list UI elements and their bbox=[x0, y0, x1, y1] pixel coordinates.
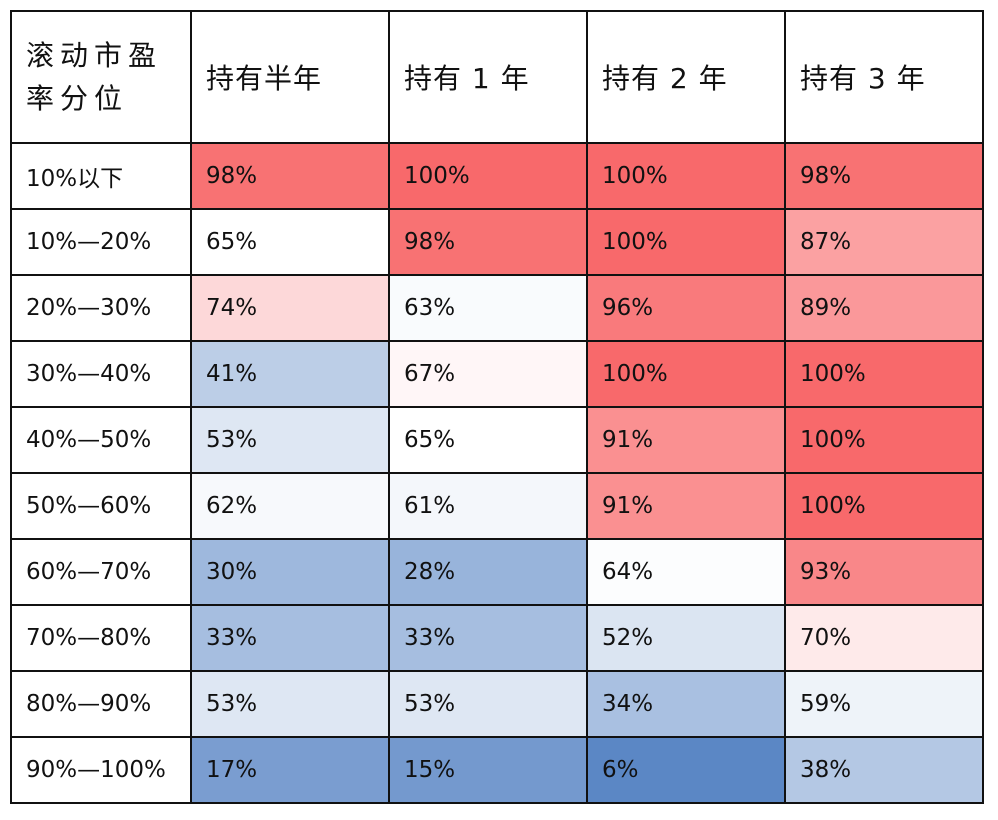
heatmap-cell: 61% bbox=[388, 472, 588, 540]
table-row: 40%—50% 53% 65% 91% 100% bbox=[10, 406, 984, 474]
heatmap-cell: 65% bbox=[388, 406, 588, 474]
heatmap-cell: 33% bbox=[388, 604, 588, 672]
column-header: 持有 2 年 bbox=[586, 10, 786, 144]
row-header: 70%—80% bbox=[10, 604, 192, 672]
table-row: 20%—30% 74% 63% 96% 89% bbox=[10, 274, 984, 342]
heatmap-cell: 53% bbox=[388, 670, 588, 738]
table-row: 90%—100% 17% 15% 6% 38% bbox=[10, 736, 984, 804]
heatmap-cell: 100% bbox=[784, 472, 984, 540]
heatmap-cell: 64% bbox=[586, 538, 786, 606]
heatmap-cell: 65% bbox=[190, 208, 390, 276]
heatmap-cell: 89% bbox=[784, 274, 984, 342]
heatmap-cell: 52% bbox=[586, 604, 786, 672]
table-row: 80%—90% 53% 53% 34% 59% bbox=[10, 670, 984, 738]
column-header: 持有 3 年 bbox=[784, 10, 984, 144]
heatmap-cell: 98% bbox=[784, 142, 984, 210]
heatmap-cell: 93% bbox=[784, 538, 984, 606]
heatmap-cell: 91% bbox=[586, 472, 786, 540]
heatmap-table: 滚动市盈率分位 持有半年 持有 1 年 持有 2 年 持有 3 年 10%以下 9… bbox=[10, 10, 984, 804]
table-row: 60%—70% 30% 28% 64% 93% bbox=[10, 538, 984, 606]
heatmap-cell: 98% bbox=[190, 142, 390, 210]
heatmap-cell: 100% bbox=[784, 406, 984, 474]
row-header: 20%—30% bbox=[10, 274, 192, 342]
row-header: 40%—50% bbox=[10, 406, 192, 474]
heatmap-cell: 17% bbox=[190, 736, 390, 804]
row-header: 30%—40% bbox=[10, 340, 192, 408]
table-row: 10%—20% 65% 98% 100% 87% bbox=[10, 208, 984, 276]
table-row: 30%—40% 41% 67% 100% 100% bbox=[10, 340, 984, 408]
table-row: 70%—80% 33% 33% 52% 70% bbox=[10, 604, 984, 672]
heatmap-body: 10%以下 98% 100% 100% 98% 10%—20% 65% 98% 100% 87% 2… bbox=[10, 142, 984, 804]
column-header: 持有半年 bbox=[190, 10, 390, 144]
heatmap-cell: 98% bbox=[388, 208, 588, 276]
heatmap-cell: 59% bbox=[784, 670, 984, 738]
row-header: 50%—60% bbox=[10, 472, 192, 540]
heatmap-cell: 41% bbox=[190, 340, 390, 408]
row-header: 10%—20% bbox=[10, 208, 192, 276]
heatmap-cell: 96% bbox=[586, 274, 786, 342]
heatmap-cell: 100% bbox=[586, 142, 786, 210]
heatmap-cell: 38% bbox=[784, 736, 984, 804]
heatmap-cell: 70% bbox=[784, 604, 984, 672]
heatmap-cell: 30% bbox=[190, 538, 390, 606]
heatmap-cell: 100% bbox=[388, 142, 588, 210]
heatmap-cell: 67% bbox=[388, 340, 588, 408]
corner-header: 滚动市盈率分位 bbox=[10, 10, 192, 144]
table-row: 50%—60% 62% 61% 91% 100% bbox=[10, 472, 984, 540]
heatmap-cell: 6% bbox=[586, 736, 786, 804]
row-header: 90%—100% bbox=[10, 736, 192, 804]
heatmap-cell: 100% bbox=[586, 208, 786, 276]
header-row: 滚动市盈率分位 持有半年 持有 1 年 持有 2 年 持有 3 年 bbox=[10, 10, 984, 144]
heatmap-cell: 100% bbox=[784, 340, 984, 408]
heatmap-cell: 28% bbox=[388, 538, 588, 606]
column-header: 持有 1 年 bbox=[388, 10, 588, 144]
row-header: 10%以下 bbox=[10, 142, 192, 210]
row-header: 80%—90% bbox=[10, 670, 192, 738]
table-row: 10%以下 98% 100% 100% 98% bbox=[10, 142, 984, 210]
heatmap-cell: 63% bbox=[388, 274, 588, 342]
heatmap-cell: 91% bbox=[586, 406, 786, 474]
heatmap-cell: 87% bbox=[784, 208, 984, 276]
heatmap-cell: 62% bbox=[190, 472, 390, 540]
heatmap-cell: 34% bbox=[586, 670, 786, 738]
heatmap-cell: 53% bbox=[190, 670, 390, 738]
heatmap-cell: 74% bbox=[190, 274, 390, 342]
heatmap-cell: 100% bbox=[586, 340, 786, 408]
heatmap-cell: 15% bbox=[388, 736, 588, 804]
row-header: 60%—70% bbox=[10, 538, 192, 606]
heatmap-cell: 53% bbox=[190, 406, 390, 474]
heatmap-cell: 33% bbox=[190, 604, 390, 672]
